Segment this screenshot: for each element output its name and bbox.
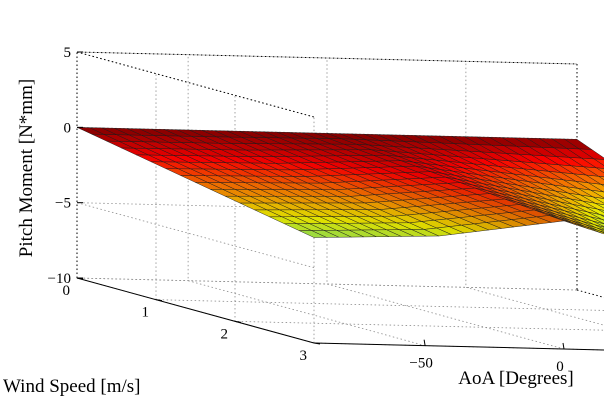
y-axis-title: Wind Speed [m/s] [3,376,141,397]
surface-patch [579,217,604,228]
x-tick-mark-0 [423,339,426,346]
surface-patch [583,166,604,178]
y-tick-label-3: 3 [300,348,308,364]
surface-patch [586,226,604,235]
y-tick-label-2: 2 [221,326,229,342]
chart-surface [76,127,604,238]
y-tick-mark-0 [76,277,84,280]
surface-patch [582,200,604,211]
surface-patch [578,188,604,199]
surface-patch [597,208,604,213]
surface-patch [577,213,604,225]
x-axis-title: AoA [Degrees] [458,368,574,389]
surface-patch [587,211,604,221]
axes-box-back-edge-3 [76,51,315,118]
surface-patch [592,220,604,227]
surface-patch [596,227,604,232]
y-tick-label-1: 1 [142,305,150,321]
z-tick-label-2: 0 [64,120,72,136]
x-tick-label-0: −50 [409,356,432,372]
y-tick-label-0: 0 [63,283,71,299]
surface-patch [589,216,604,224]
surface-patch [578,148,604,160]
axis-line-0 [76,277,315,344]
surface-patch [593,196,604,204]
surface-patch [585,206,604,216]
x-tick-mark-1 [562,342,565,350]
surface-patch [598,176,604,180]
surface-patch [594,224,604,230]
surface-patch [593,158,604,166]
y-tick-mark-3 [313,342,321,345]
y-tick-mark-2 [234,320,242,323]
z-tick-label-0: −10 [48,271,71,287]
z-tick-label-1: −5 [55,196,71,212]
chart-axis-titles: Pitch Moment [N*mm] Wind Speed [m/s] AoA [… [3,79,574,397]
y-tick-mark-1 [155,299,163,302]
axis-line-1 [313,342,604,351]
surface-patch [590,189,604,199]
z-axis-title: Pitch Moment [N*mm] [16,79,37,257]
surface-patch [584,224,604,233]
x-tick-label-1: 0 [556,359,564,375]
surface-patch [600,184,604,187]
surface-patch [599,230,604,234]
axes-box-back-edge-4 [576,289,604,298]
surface-patch [580,157,604,169]
surface-patch [588,182,604,193]
surface-patch [602,219,604,221]
surface-patch [580,194,604,206]
axes-box-back-edge-1 [76,51,578,65]
z-gridline-0 [76,277,578,344]
surface-patch [586,174,604,185]
surface-patch [600,214,604,217]
chart-axes-box [76,51,604,351]
surface-patch [581,221,604,231]
z-tick-label-3: 5 [64,45,72,61]
surface-patch [596,167,604,174]
